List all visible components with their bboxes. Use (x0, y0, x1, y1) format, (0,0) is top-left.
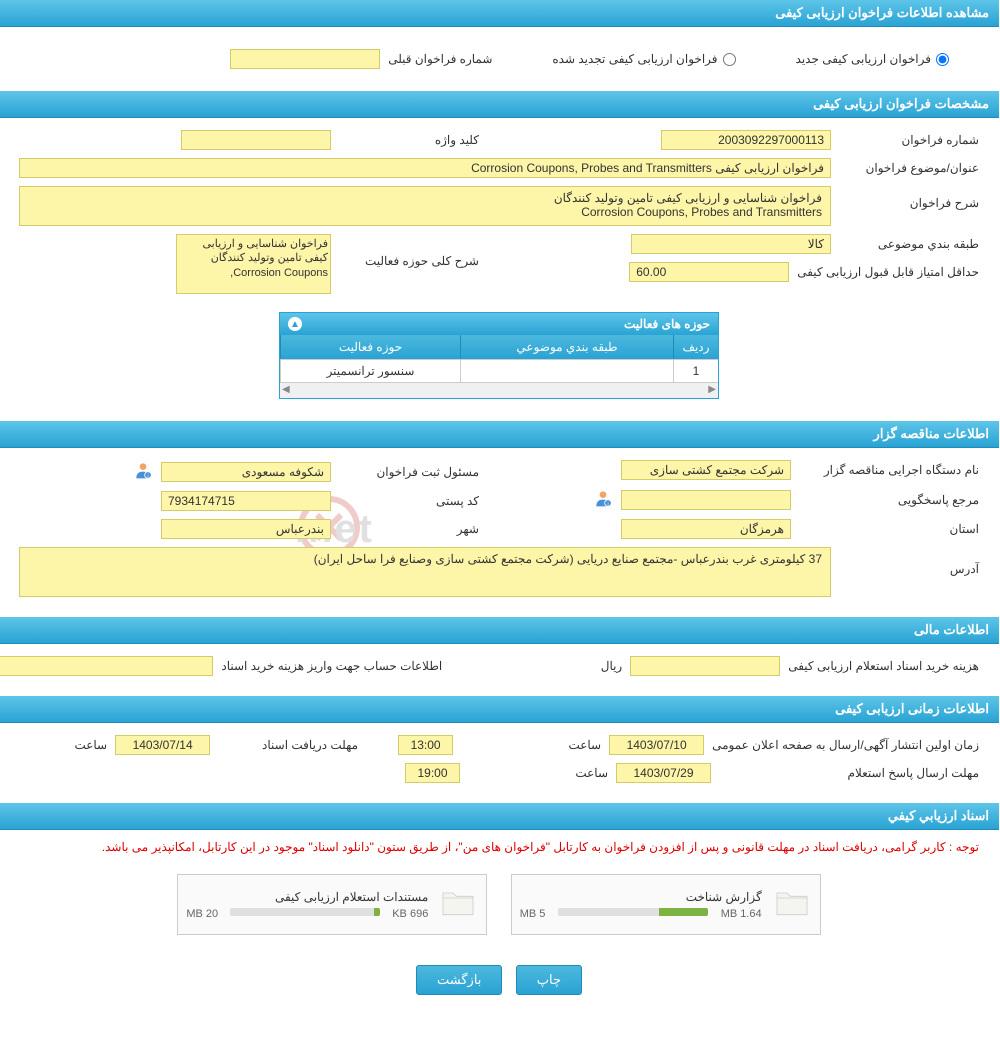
rial-label: ریال (483, 659, 623, 673)
postal-field: 7934174715 (162, 491, 332, 511)
section-header-docs: اسناد ارزیابي کیفي (0, 803, 1000, 830)
keyword-label: کلید واژه (340, 133, 480, 147)
section-body-time: زمان اولین انتشار آگهی/ارسال به صفحه اعل… (0, 723, 1000, 803)
file-total-2: 20 MB (187, 908, 219, 920)
print-button[interactable]: چاپ (517, 965, 583, 995)
progress-bar-2 (231, 908, 381, 916)
tender-desc-field: فراخوان شناسایی و ارزیابی کیفی تامین وتو… (20, 186, 832, 226)
back-button[interactable]: بازگشت (417, 965, 503, 995)
activity-table-title-text: حوزه های فعالیت (625, 317, 711, 331)
file-name-1: گزارش شناخت (521, 890, 763, 904)
response-date-field: 1403/07/29 (617, 763, 712, 783)
radio-renew-label: فراخوان ارزیابی کیفی تجدید شده (553, 52, 718, 66)
file-used-2: 696 KB (393, 908, 429, 920)
min-score-field: 60.00 (630, 262, 790, 282)
address-label: آدرس (840, 547, 980, 576)
radio-renew-input[interactable] (724, 53, 737, 66)
city-field: بندرعباس (162, 519, 332, 539)
svg-text:i: i (608, 502, 609, 508)
svg-text:i: i (148, 474, 149, 480)
file-total-1: 5 MB (521, 908, 547, 920)
section-header-time: اطلاعات زمانی ارزیابی کیفی (0, 696, 1000, 723)
org-label: نام دستگاه اجرایی مناقصه گزار (800, 463, 980, 477)
ref-field (622, 490, 792, 510)
tender-number-label: شماره فراخوان (840, 133, 980, 147)
keyword-field (182, 130, 332, 150)
account-field (0, 656, 214, 676)
radio-renew[interactable]: فراخوان ارزیابی کیفی تجدید شده (553, 52, 736, 66)
section-header-fin: اطلاعات مالی (0, 617, 1000, 644)
receive-date-field: 1403/07/14 (116, 735, 211, 755)
activity-cell-index: 1 (674, 360, 719, 382)
activity-col-category: طبقه بندي موضوعي (461, 335, 674, 359)
response-time-field: 19:00 (406, 763, 461, 783)
section-body-fin: هزینه خرید اسناد استعلام ارزیابی کیفی ری… (0, 644, 1000, 696)
radio-new[interactable]: فراخوان ارزیابی کیفی جدید (797, 52, 950, 66)
activity-table-header: ردیف طبقه بندي موضوعي حوزه فعاليت (281, 335, 719, 359)
tender-title-label: عنوان/موضوع فراخوان (840, 161, 980, 175)
activity-table-title: حوزه های فعالیت ▲ (281, 313, 719, 335)
activity-col-index: ردیف (674, 335, 719, 359)
collapse-icon[interactable]: ▲ (289, 317, 303, 331)
category-field: کالا (632, 234, 832, 254)
city-label: شهر (340, 522, 480, 536)
activity-col-field: حوزه فعاليت (281, 335, 461, 359)
file-used-1: 1.64 MB (722, 908, 763, 920)
progress-bar-1 (559, 908, 709, 916)
user-icon: i (594, 488, 614, 511)
activity-cell-category (461, 360, 674, 382)
prev-number-label: شماره فراخوان قبلی (389, 52, 493, 66)
activity-row: 1 سنسور ترانسمیتر (281, 359, 719, 382)
min-score-label: حداقل امتیاز قابل قبول ارزیابی کیفی (798, 265, 980, 279)
radio-new-input[interactable] (937, 53, 950, 66)
radio-new-label: فراخوان ارزیابی کیفی جدید (797, 52, 932, 66)
file-card-2[interactable]: مستندات استعلام ارزیابی کیفی 696 KB 20 M… (178, 874, 488, 935)
publish-date-field: 1403/07/10 (610, 735, 705, 755)
hour-label: ساعت (0, 738, 108, 752)
registrar-label: مسئول ثبت فراخوان (340, 465, 480, 479)
button-row: چاپ بازگشت (0, 945, 1000, 1015)
doc-cost-label: هزینه خرید اسناد استعلام ارزیابی کیفی (789, 658, 980, 675)
section-header-view: مشاهده اطلاعات فراخوان ارزیابی کیفی (0, 0, 1000, 27)
category-label: طبقه بندي موضوعی (840, 237, 980, 251)
province-label: استان (800, 522, 980, 536)
section-header-owner: اطلاعات مناقصه گزار (0, 421, 1000, 448)
overall-activity-label: شرح کلی حوزه فعالیت (340, 234, 480, 268)
response-label: مهلت ارسال پاسخ استعلام (720, 766, 980, 780)
receive-label: مهلت دریافت اسناد (219, 738, 359, 752)
file-name-2: مستندات استعلام ارزیابی کیفی (187, 890, 429, 904)
section-header-spec: مشخصات فراخوان ارزیابی کیفی (0, 91, 1000, 118)
hour-label: ساعت (469, 766, 609, 780)
notice-text: توجه : کاربر گرامی، دریافت اسناد در مهلت… (0, 830, 1000, 864)
section-body-spec: شماره فراخوان 2003092297000113 کلید واژه… (0, 118, 1000, 421)
account-label: اطلاعات حساب جهت واریز هزینه خرید اسناد (222, 658, 443, 675)
folder-icon (773, 883, 813, 926)
activity-scrollbar[interactable] (281, 382, 719, 398)
overall-activity-listbox[interactable]: فراخوان شناسایی و ارزیابی کیفی تامین وتو… (177, 234, 332, 294)
tender-title-field: فراخوان ارزیابی کیفی Corrosion Coupons, … (20, 158, 832, 178)
hour-label: ساعت (462, 738, 602, 752)
ref-label: مرجع پاسخگویی (800, 493, 980, 507)
postal-label: کد پستی (340, 494, 480, 508)
files-container: گزارش شناخت 1.64 MB 5 MB مستندات استعلام… (0, 864, 1000, 945)
org-field: شرکت مجتمع کشتی سازی (622, 460, 792, 480)
registrar-field: شکوفه مسعودی (162, 462, 332, 482)
address-field: 37 کیلومتری غرب بندرعباس -مجتمع صنایع در… (20, 547, 832, 597)
tender-desc-label: شرح فراخوان (840, 186, 980, 210)
section-body-radio: فراخوان ارزیابی کیفی جدید فراخوان ارزیاب… (0, 27, 1000, 91)
user-icon: i (134, 460, 154, 483)
prev-number-field (231, 49, 381, 69)
folder-icon (439, 883, 479, 926)
doc-cost-field (631, 656, 781, 676)
province-field: هرمزگان (622, 519, 792, 539)
file-card-1[interactable]: گزارش شناخت 1.64 MB 5 MB (512, 874, 822, 935)
tender-number-field: 2003092297000113 (662, 130, 832, 150)
activity-table: حوزه های فعالیت ▲ ردیف طبقه بندي موضوعي … (280, 312, 720, 399)
publish-time-field: 13:00 (399, 735, 454, 755)
activity-cell-field: سنسور ترانسمیتر (281, 360, 461, 382)
publish-label: زمان اولین انتشار آگهی/ارسال به صفحه اعل… (713, 738, 980, 752)
section-body-owner: AriaTender.net نام دستگاه اجرایی مناقصه … (0, 448, 1000, 617)
